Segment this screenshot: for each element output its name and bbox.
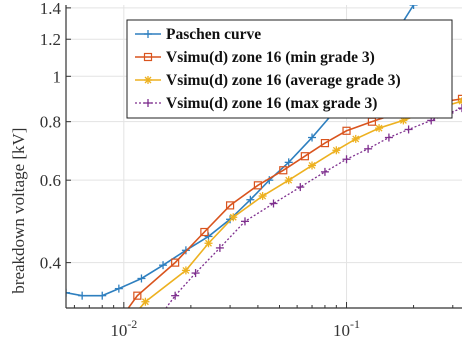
data-point-1-14: [457, 94, 462, 103]
y-tick-label-2: 0.8: [40, 113, 61, 132]
data-point-2-14: [458, 97, 462, 106]
data-point-2-4: [229, 213, 238, 222]
data-point-3-1: [171, 291, 180, 300]
data-point-1-6: [279, 166, 288, 175]
y-axis-label: breakdown voltage [kV]: [9, 128, 28, 294]
data-point-1-3: [200, 227, 209, 237]
data-point-3-11: [404, 125, 413, 134]
legend-label-0: Paschen curve: [166, 26, 261, 43]
legend-item-0: Paschen curve: [135, 26, 261, 43]
data-point-2-1: [141, 297, 150, 306]
axes: 0.4 0.6 0.8 1 1.2 1.4 10-2 10-1 breakdown voltag…: [9, 0, 462, 340]
y-tick-label-1: 0.6: [40, 171, 61, 190]
data-point-3-9: [364, 144, 373, 153]
legend-item-3: Vsimu(d) zone 16 (max grade 3): [135, 95, 377, 112]
data-point-2-9: [351, 134, 360, 143]
data-point-0-16: [409, 5, 418, 9]
y-tick-label-4: 1.2: [40, 30, 61, 49]
data-point-0-2: [98, 291, 107, 300]
y-tick-label-5: 1.4: [40, 0, 62, 18]
data-point-3-3: [215, 243, 224, 252]
legend-box: [126, 19, 453, 119]
data-point-2-5: [258, 192, 267, 201]
legend-label-3: Vsimu(d) zone 16 (max grade 3): [166, 95, 377, 112]
data-point-3-7: [320, 167, 329, 176]
data-point-0-11: [284, 158, 293, 167]
data-point-3-5: [269, 199, 278, 208]
legend-marker-2: [144, 76, 152, 84]
data-point-0-5: [159, 261, 168, 270]
data-point-0-0: [66, 288, 70, 297]
data-point-3-2: [191, 269, 200, 278]
legend-marker-0: [144, 30, 152, 38]
data-point-2-7: [308, 161, 317, 170]
legend-label-2: Vsimu(d) zone 16 (average grade 3): [166, 72, 401, 89]
data-point-2-3: [204, 239, 213, 248]
legend: Paschen curve Vsimu(d) zone 16 (min grade…: [126, 19, 453, 119]
data-point-0-9: [246, 195, 255, 204]
data-point-2-6: [284, 176, 293, 185]
data-point-2-10: [375, 124, 384, 133]
data-point-0-3: [114, 284, 123, 293]
data-point-1-2: [171, 258, 180, 267]
data-point-2-2: [181, 266, 190, 275]
x-tick-label-0: 10-2: [110, 317, 137, 340]
data-point-3-8: [342, 155, 351, 164]
data-point-1-9: [342, 126, 351, 135]
data-point-1-1: [133, 291, 142, 300]
y-tick-label-3: 1: [53, 67, 62, 86]
legend-item-1: Vsimu(d) zone 16 (min grade 3): [135, 49, 375, 66]
data-point-0-7: [204, 232, 213, 241]
y-tick-label-0: 0.4: [40, 254, 62, 273]
data-point-1-8: [320, 139, 330, 148]
series-line-3: [165, 107, 462, 308]
data-point-3-10: [384, 133, 393, 142]
legend-marker-1: [143, 52, 153, 62]
data-point-0-1: [78, 291, 87, 300]
data-point-1-5: [253, 181, 263, 190]
data-point-1-4: [225, 201, 235, 210]
legend-marker-3: [144, 99, 152, 107]
data-point-3-14: [458, 104, 462, 113]
data-point-3-4: [240, 217, 249, 226]
data-point-1-7: [300, 152, 309, 161]
legend-item-2: Vsimu(d) zone 16 (average grade 3): [135, 72, 401, 89]
data-point-3-0: [152, 317, 160, 325]
series-layer: [66, 5, 462, 325]
legend-label-1: Vsimu(d) zone 16 (min grade 3): [166, 49, 375, 66]
data-point-0-4: [137, 274, 146, 283]
data-point-3-6: [296, 183, 305, 192]
data-point-0-12: [308, 133, 317, 142]
data-point-2-8: [332, 146, 341, 155]
x-tick-label-1: 10-1: [333, 317, 360, 340]
